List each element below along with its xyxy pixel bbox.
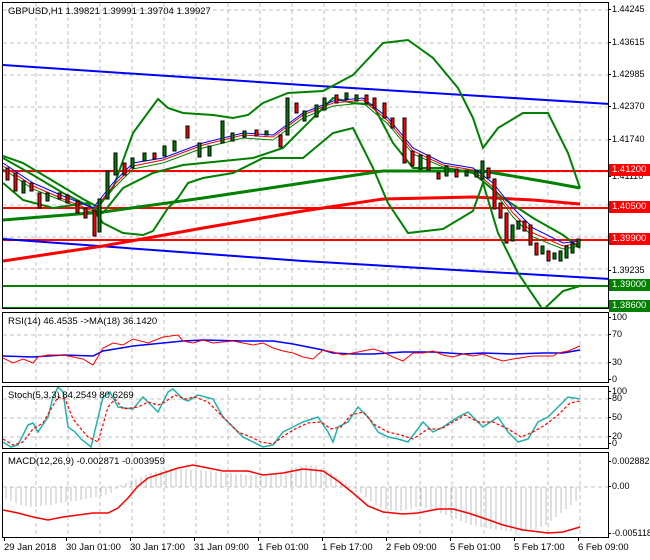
time-tick: 30 Jan 01:00 [66, 537, 121, 553]
time-tick: 2 Feb 09:00 [386, 537, 437, 553]
price-tick: 1.41110 [608, 171, 650, 181]
macd-axis: 0.002882 0.00 -0.005118 [608, 452, 650, 538]
price-chart-canvas [3, 3, 608, 308]
price-tick: 1.42985 [608, 69, 650, 79]
time-tick: 30 Jan 17:00 [130, 537, 185, 553]
macd-tick: 0.00 [608, 481, 650, 491]
rsi-tick: 70 [608, 329, 650, 339]
rsi-pane[interactable]: RSI(14) 46.4535 ->MA(18) 36.1420 [2, 312, 609, 383]
price-header: GBPUSD,H1 1.39821 1.39991 1.39704 1.3992… [8, 6, 211, 17]
time-tick: 5 Feb 17:00 [514, 537, 565, 553]
price-tick: 1.39235 [608, 265, 650, 275]
time-tick: 31 Jan 09:00 [194, 537, 249, 553]
price-tick: 1.44245 [608, 4, 650, 14]
price-tick: 1.43615 [608, 37, 650, 47]
rsi-tick: 0 [608, 374, 650, 384]
rsi-tick: 30 [608, 357, 650, 367]
rsi-canvas [3, 313, 608, 382]
time-tick: 29 Jan 2018 [4, 537, 57, 553]
stoch-tick: 50 [608, 412, 650, 422]
price-tick: 1.42370 [608, 101, 650, 111]
time-tick: 1 Feb 01:00 [258, 537, 309, 553]
rsi-header: RSI(14) 46.4535 ->MA(18) 36.1420 [8, 316, 158, 327]
level-tag-1.41200: 1.41200 [609, 164, 650, 176]
time-tick: 1 Feb 17:00 [322, 537, 373, 553]
price-tick: 1.41740 [608, 134, 650, 144]
time-tick: 5 Feb 01:00 [450, 537, 501, 553]
rsi-axis: 100 70 30 0 [608, 312, 650, 384]
macd-header: MACD(12,26,9) -0.002871 -0.003959 [8, 456, 165, 467]
macd-tick: 0.002882 [608, 456, 650, 466]
level-tag-1.40500: 1.40500 [609, 201, 650, 213]
level-tag-1.39000: 1.39000 [609, 279, 650, 291]
price-axis[interactable]: 1.44245 1.43615 1.42985 1.42370 1.41740 … [608, 2, 650, 309]
stoch-tick: 20 [608, 431, 650, 441]
stochastic-axis: 100 80 50 20 0 [608, 386, 650, 449]
macd-canvas [3, 453, 608, 537]
stoch-tick: 0 [608, 438, 650, 448]
time-axis[interactable]: 29 Jan 2018 30 Jan 01:00 30 Jan 17:00 31… [2, 537, 629, 560]
stochastic-pane[interactable]: Stoch(5,3,3) 84.2549 80.6269 [2, 386, 609, 449]
level-tag-1.39900: 1.39900 [609, 233, 650, 245]
macd-tick: -0.005118 [608, 528, 650, 538]
level-tag-1.38600: 1.38600 [609, 300, 650, 312]
stoch-tick: 80 [608, 393, 650, 403]
time-tick: 6 Feb 09:00 [578, 537, 629, 553]
rsi-tick: 100 [608, 312, 650, 322]
stochastic-header: Stoch(5,3,3) 84.2549 80.6269 [8, 390, 134, 401]
price-chart-pane[interactable]: GBPUSD,H1 1.39821 1.39991 1.39704 1.3992… [2, 2, 609, 309]
macd-pane[interactable]: MACD(12,26,9) -0.002871 -0.003959 [2, 452, 609, 538]
stochastic-canvas [3, 387, 608, 448]
stoch-tick: 100 [608, 386, 650, 396]
